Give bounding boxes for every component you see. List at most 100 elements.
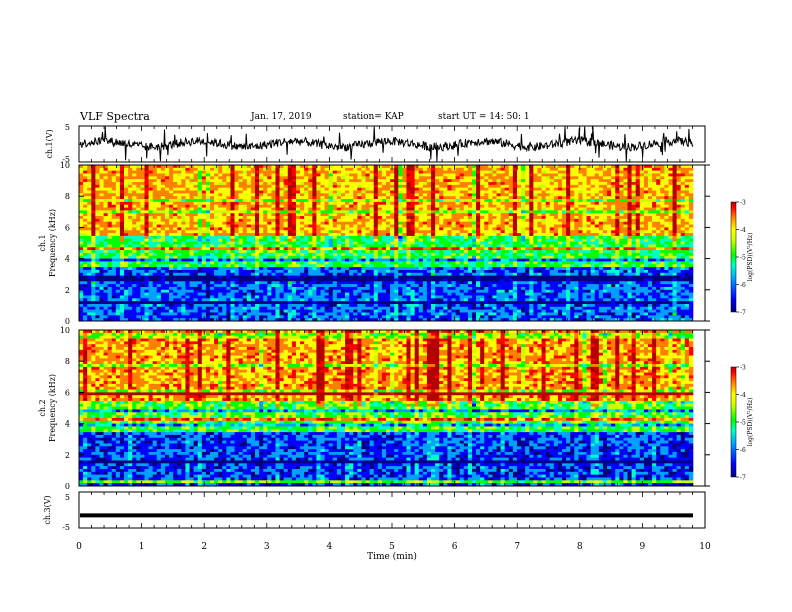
ch1-spectrogram-cell bbox=[590, 179, 596, 183]
ch1-spectrogram-cell bbox=[521, 244, 526, 248]
ch1-spectrogram-cell bbox=[193, 182, 198, 186]
ch1-spectrogram-cell bbox=[365, 176, 370, 180]
ch1-spectrogram-cell bbox=[467, 238, 473, 242]
ch1-spectrogram-cell bbox=[197, 252, 203, 257]
ch1-spectrogram-cell bbox=[459, 173, 465, 177]
ch1-spectrogram-cell bbox=[406, 235, 411, 240]
ch1-spectrogram-cell bbox=[332, 199, 338, 203]
ch1-spectrogram-cell bbox=[529, 224, 534, 228]
ch1-spectrogram-cell bbox=[643, 193, 649, 197]
ch1-spectrogram-cell bbox=[602, 238, 608, 242]
ch1-spectrogram-cell bbox=[189, 238, 194, 242]
ch1-spectrogram-cell bbox=[365, 244, 370, 248]
ch1-spectrogram-cell bbox=[635, 233, 641, 237]
ch1-spectrogram-cell bbox=[672, 176, 677, 180]
ch1-spectrogram-cell bbox=[222, 167, 227, 171]
ch1-spectrogram-cell bbox=[209, 210, 215, 214]
ch1-spectrogram-cell bbox=[99, 204, 104, 208]
ch1-spectrogram-cell bbox=[83, 173, 88, 177]
ch1-spectrogram-cell bbox=[246, 204, 252, 208]
ch1-spectrogram-cell bbox=[99, 227, 104, 231]
ch1-spectrogram-cell bbox=[316, 187, 321, 191]
ch1-spectrogram-cell bbox=[431, 238, 436, 242]
ch1-spectrogram-cell bbox=[664, 227, 669, 231]
ch1-spectrogram-cell bbox=[242, 213, 248, 217]
ch1-spectrogram-cell bbox=[128, 182, 133, 186]
ch1-spectrogram-cell bbox=[594, 241, 600, 245]
ch1-spectrogram-cell bbox=[549, 230, 555, 234]
ch1-spectrogram-cell bbox=[463, 207, 469, 211]
ch1-spectrogram-cell bbox=[189, 170, 194, 174]
ch1-spectrogram-cell bbox=[647, 227, 653, 231]
ch1-spectrogram-cell bbox=[566, 221, 571, 225]
ch1-spectrogram-cell bbox=[586, 233, 591, 237]
ch1-spectrogram-cell bbox=[602, 233, 608, 237]
ch1-spectrogram-cell bbox=[537, 165, 542, 169]
ch1-spectrogram-cell bbox=[602, 247, 608, 251]
ch1-spectrogram-cell bbox=[672, 179, 677, 183]
ch1-spectrogram-cell bbox=[340, 165, 346, 169]
ch1-spectrogram-cell bbox=[381, 182, 387, 186]
ch1-spectrogram-cell bbox=[357, 250, 362, 254]
ch1-spectrogram-cell bbox=[553, 204, 559, 208]
ch1-spectrogram-cell bbox=[119, 210, 125, 214]
ch1-spectrogram-cell bbox=[443, 221, 448, 225]
ch1-spectrogram-cell bbox=[107, 193, 113, 197]
ch1-spectrogram-cell bbox=[639, 201, 645, 206]
ch1-spectrogram-cell bbox=[226, 167, 231, 171]
ch1-spectrogram-cell bbox=[353, 204, 358, 208]
ch1-spectrogram-cell bbox=[324, 218, 329, 223]
ch1-spectrogram-cell bbox=[394, 210, 399, 214]
ch1-spectrogram-cell bbox=[627, 207, 632, 211]
ch1-spectrogram-cell bbox=[300, 233, 305, 237]
ch1-spectrogram-cell bbox=[340, 204, 346, 208]
ch1-spectrogram-cell bbox=[275, 210, 280, 214]
ch1-spectrogram-cell bbox=[197, 258, 203, 262]
ch1-spectrogram-cell bbox=[541, 255, 546, 259]
ch1-spectrogram-cell bbox=[684, 247, 690, 251]
ch1-spectrogram-cell bbox=[459, 182, 465, 186]
ch1-spectrogram-cell bbox=[455, 167, 460, 171]
ch1-spectrogram-cell bbox=[263, 235, 268, 240]
ch1-spectrogram-cell bbox=[647, 199, 653, 203]
ch1-spectrogram-cell bbox=[463, 173, 469, 177]
ch1-spectrogram-cell bbox=[680, 230, 686, 234]
ch1-spectrogram-cell bbox=[476, 241, 481, 245]
ch1-spectrogram-cell bbox=[259, 201, 264, 206]
ch1-spectrogram-cell bbox=[259, 250, 264, 254]
ch1-ylabel: ch.1(V) bbox=[45, 129, 54, 158]
ch1-spectrogram-cell bbox=[394, 184, 399, 188]
ch1-spectrogram-cell bbox=[79, 199, 84, 203]
ch1-spectrogram-cell bbox=[156, 255, 162, 259]
ch1-spectrogram-cell bbox=[574, 204, 579, 208]
ch1-spectrogram-cell bbox=[688, 182, 694, 186]
ch1-spectrogram-cell bbox=[197, 250, 203, 254]
ch1-spectrogram-cell bbox=[455, 250, 460, 254]
ch1-spectrogram-cell bbox=[602, 213, 608, 217]
ch1-spectrogram-cell bbox=[439, 238, 444, 242]
ch1-spectrogram-cell bbox=[226, 218, 231, 223]
ch1-spectrogram-cell bbox=[431, 210, 436, 214]
ch1-spectrogram-cell bbox=[377, 244, 383, 248]
ch1-spectrogram-cell bbox=[115, 193, 121, 197]
ch1-spectrogram-cell bbox=[676, 196, 682, 200]
ch1-spectrogram-cell bbox=[287, 201, 293, 206]
ch1-spectrogram-cell bbox=[500, 224, 505, 228]
ch1-spectrogram-cell bbox=[443, 184, 448, 188]
ch1-spectrogram-cell bbox=[169, 230, 174, 234]
ch1-spectrogram-cell bbox=[451, 167, 456, 171]
ch1-spectrogram-cell bbox=[144, 252, 149, 257]
ch1-spectrogram-cell bbox=[320, 190, 325, 194]
ch1-spectrogram-cell bbox=[652, 210, 657, 214]
ch1-spectrogram-cell bbox=[590, 210, 596, 214]
ch1-spectrogram-cell bbox=[512, 165, 518, 169]
ch1-spectrogram-cell bbox=[140, 207, 145, 211]
ch1-spectrogram-cell bbox=[242, 201, 248, 206]
ch1-spectrogram-cell bbox=[197, 210, 203, 214]
ch1-spectrogram-cell bbox=[115, 179, 121, 183]
ch1-spectrogram-cell bbox=[234, 238, 239, 242]
ch1-spectrogram-cell bbox=[598, 190, 604, 194]
ch1-spectrogram-cell bbox=[107, 182, 113, 186]
ch1-spectrogram-cell bbox=[467, 233, 473, 237]
ch1-spectrogram-cell bbox=[95, 241, 100, 245]
